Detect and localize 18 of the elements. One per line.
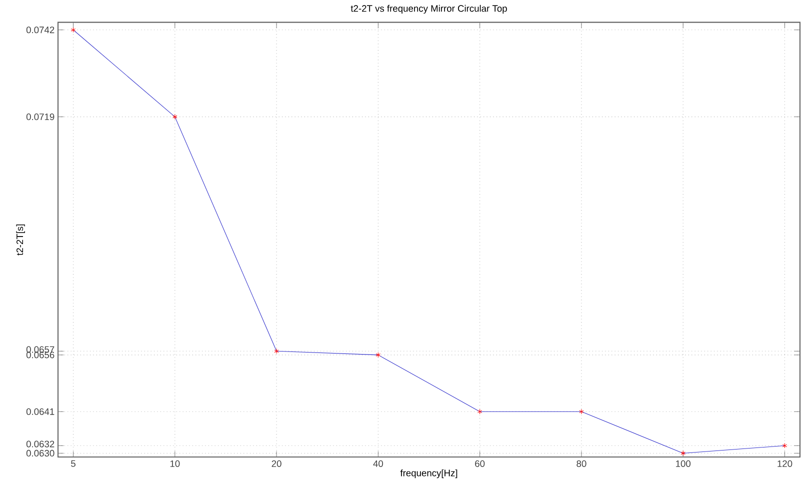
- x-axis-title: frequency[Hz]: [400, 469, 458, 478]
- x-tick-label: 5: [71, 460, 76, 467]
- x-tick-label: 80: [576, 460, 586, 467]
- y-tick-label: 0.0742: [26, 26, 54, 34]
- x-tick-label: 60: [475, 460, 485, 467]
- x-tick-label: 40: [373, 460, 384, 467]
- x-tick-label: 100: [676, 460, 691, 467]
- y-tick-label: 0.0657: [26, 346, 54, 353]
- x-tick-label: 10: [170, 460, 180, 467]
- x-tick-label: 20: [272, 460, 282, 467]
- y-tick-label: 0.0632: [26, 440, 54, 448]
- y-tick-label: 0.0656: [26, 352, 54, 358]
- y-axis-title: t2-2T[s]: [16, 224, 25, 256]
- x-tick-label: 120: [778, 460, 792, 467]
- y-tick-label: 0.0630: [26, 450, 54, 457]
- y-tick-label: 0.0641: [26, 408, 54, 415]
- y-tick-label: 0.0719: [26, 114, 54, 120]
- chart-title: t2-2T vs frequency Mirror Circular Top: [350, 4, 507, 14]
